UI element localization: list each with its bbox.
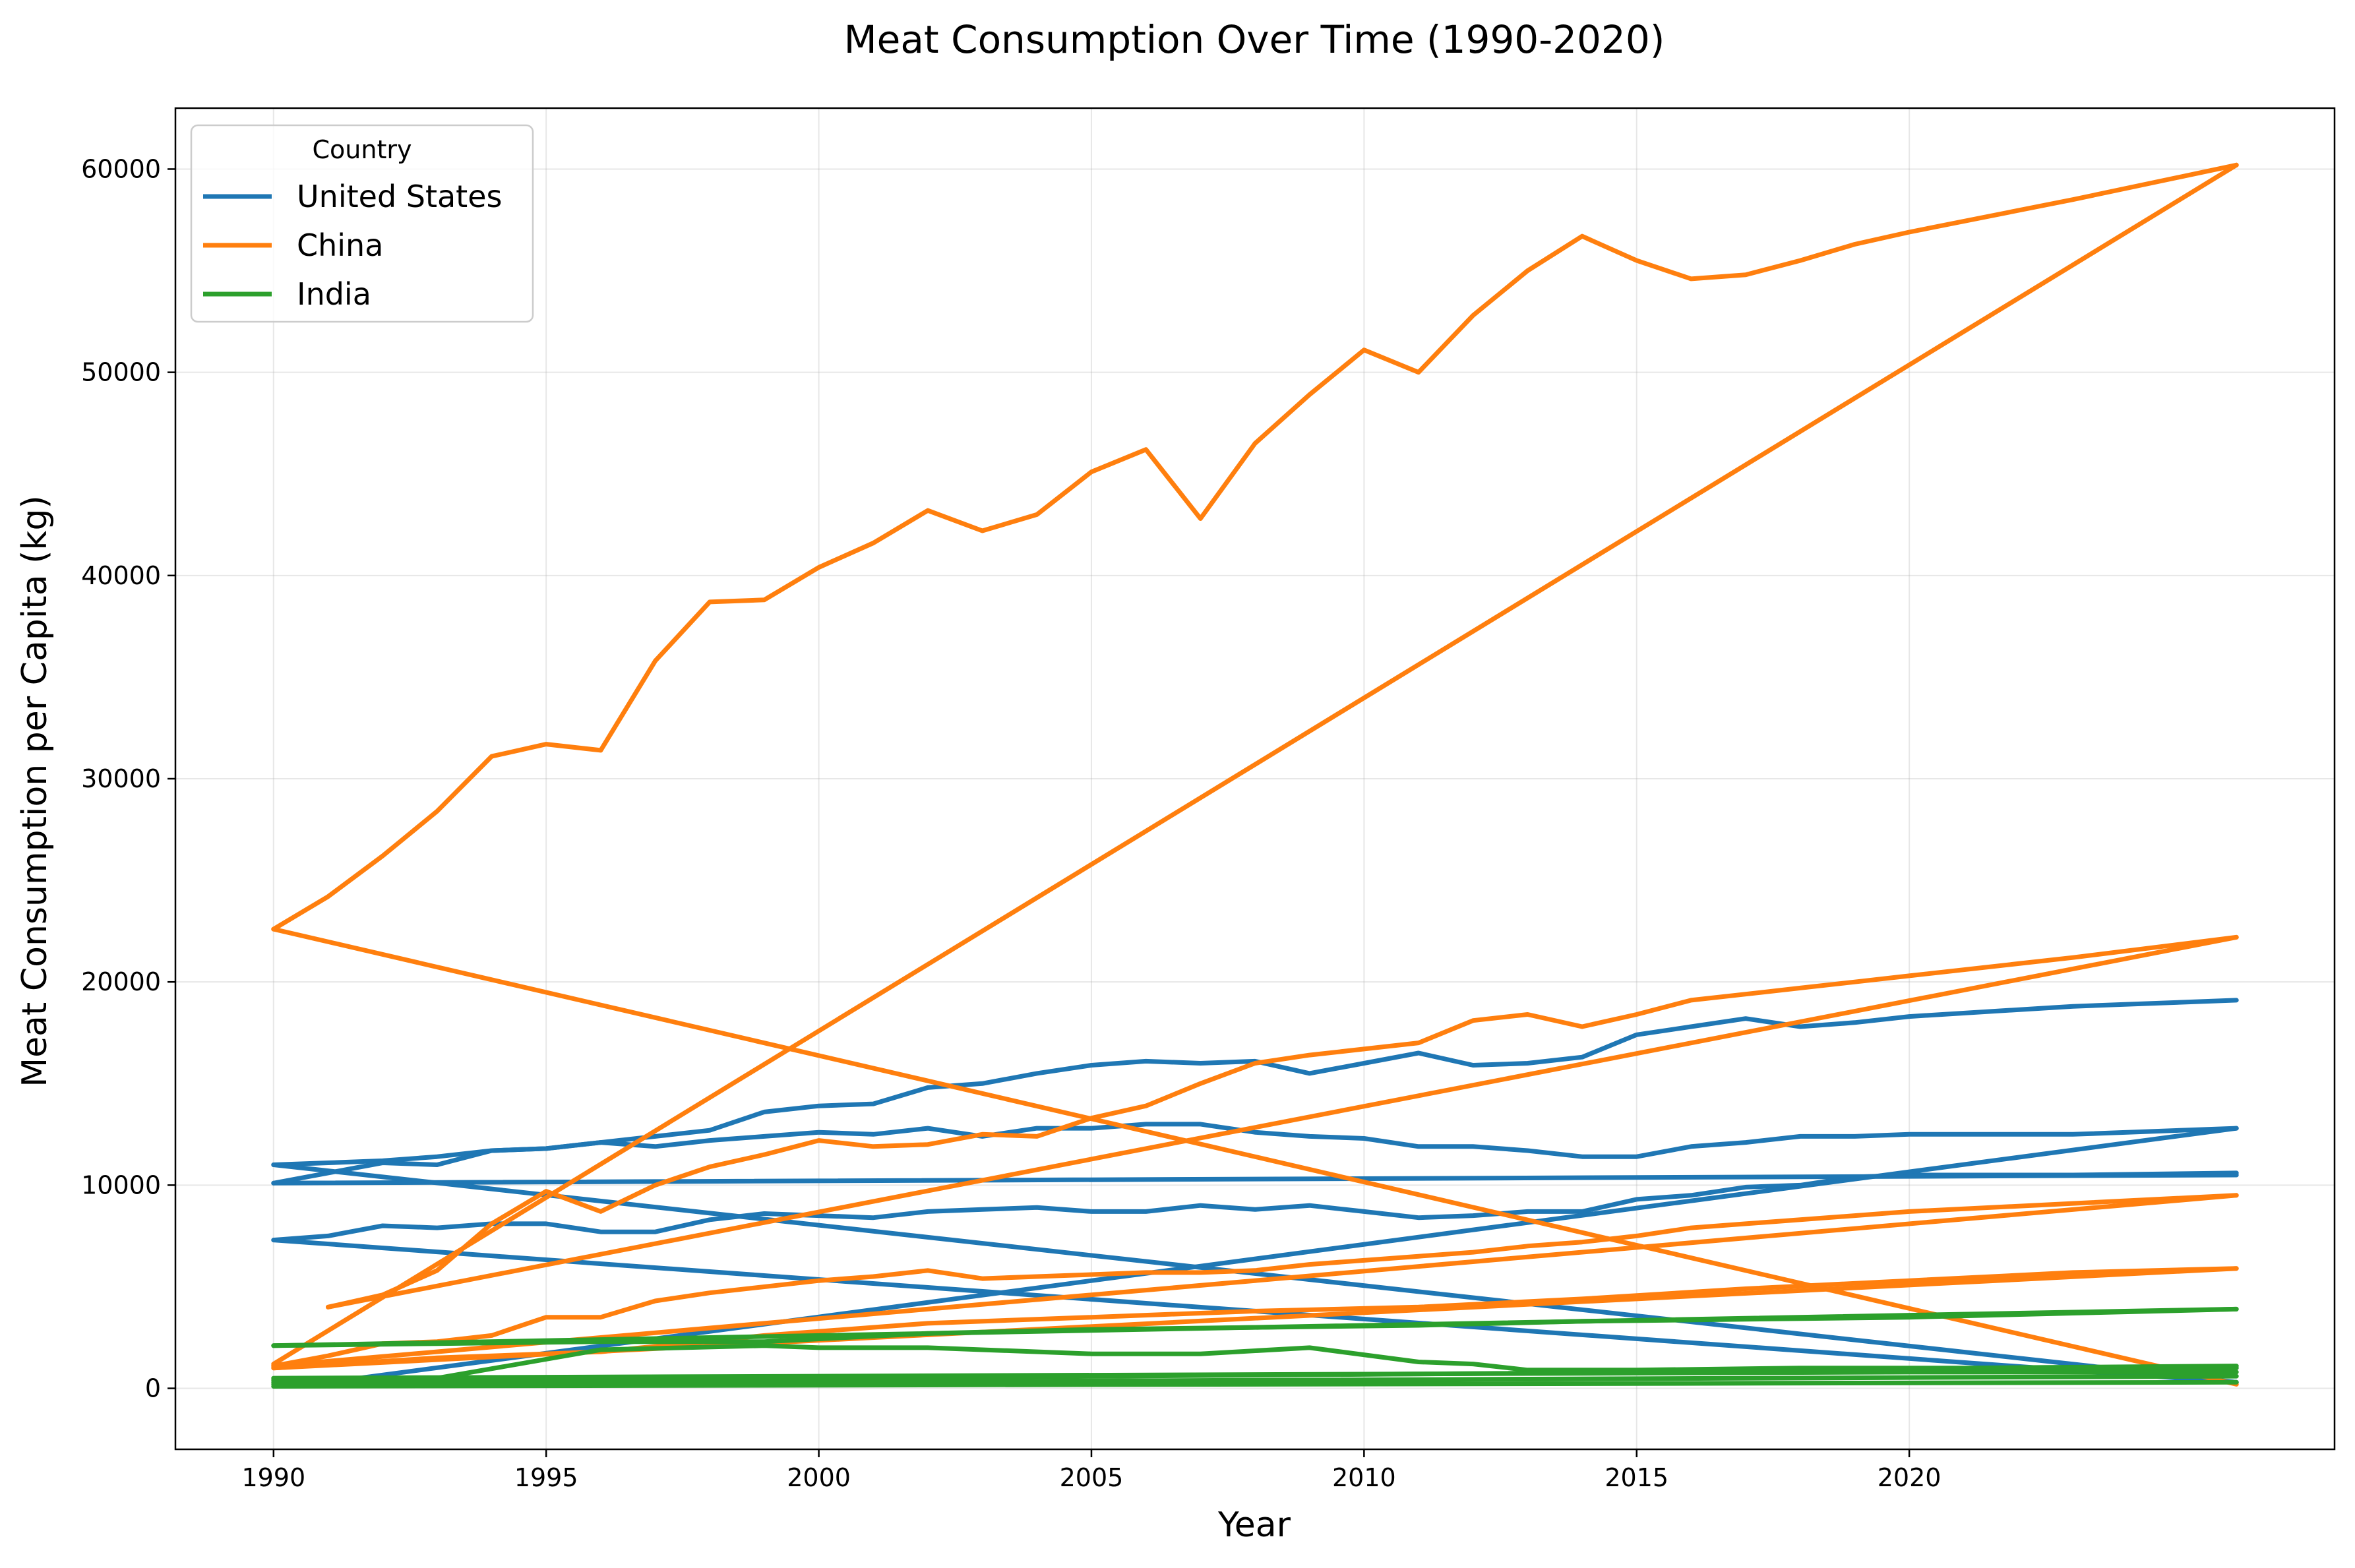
x-axis-label: Year — [1217, 1505, 1291, 1545]
series-line — [271, 1343, 2239, 1383]
series-layer — [271, 162, 2239, 1389]
x-tick-label: 2005 — [1060, 1463, 1124, 1492]
series-line — [271, 1170, 2239, 1243]
legend-title: Country — [313, 135, 412, 164]
legend-label: United States — [297, 179, 503, 214]
y-tick-label: 20000 — [81, 967, 161, 996]
series-line — [271, 1172, 2239, 1186]
y-tick-label: 10000 — [81, 1170, 161, 1199]
legend-entries: United States China India — [203, 179, 503, 312]
x-tick-label: 2015 — [1605, 1463, 1668, 1492]
y-tick-label: 50000 — [81, 358, 161, 387]
series-line — [271, 162, 2239, 1367]
grid-layer — [175, 108, 2335, 1449]
series-line — [271, 1379, 2239, 1389]
series-line — [271, 1306, 2239, 1348]
x-tick-label: 2020 — [1878, 1463, 1942, 1492]
legend-label: India — [297, 276, 371, 312]
y-tick-label: 0 — [145, 1374, 161, 1403]
series-line — [326, 934, 2239, 1310]
y-tick-label: 40000 — [81, 561, 161, 590]
series-line — [271, 1193, 2239, 1369]
chart-title: Meat Consumption Over Time (1990-2020) — [844, 17, 1665, 62]
y-axis-label: Meat Consumption per Capita (kg) — [15, 495, 55, 1087]
series-line — [271, 926, 2239, 1387]
tick-layer: 1990 1995 2000 2005 2010 2015 2020 0 10000 20000 3… — [81, 154, 1941, 1492]
series-line — [271, 1370, 2239, 1381]
series-line — [271, 998, 2239, 1167]
x-tick-label: 2000 — [787, 1463, 851, 1492]
series-line — [271, 162, 2239, 932]
x-tick-label: 1990 — [241, 1463, 305, 1492]
series-line — [271, 1373, 2239, 1387]
series-line — [326, 934, 2239, 1310]
legend-label: China — [297, 227, 383, 263]
y-tick-label: 60000 — [81, 154, 161, 183]
legend-box — [190, 124, 534, 323]
legend: Country United States China India — [190, 124, 534, 323]
x-tick-label: 2010 — [1332, 1463, 1396, 1492]
x-tick-label: 1995 — [514, 1463, 578, 1492]
y-tick-label: 30000 — [81, 764, 161, 793]
series-line — [271, 1162, 2239, 1385]
